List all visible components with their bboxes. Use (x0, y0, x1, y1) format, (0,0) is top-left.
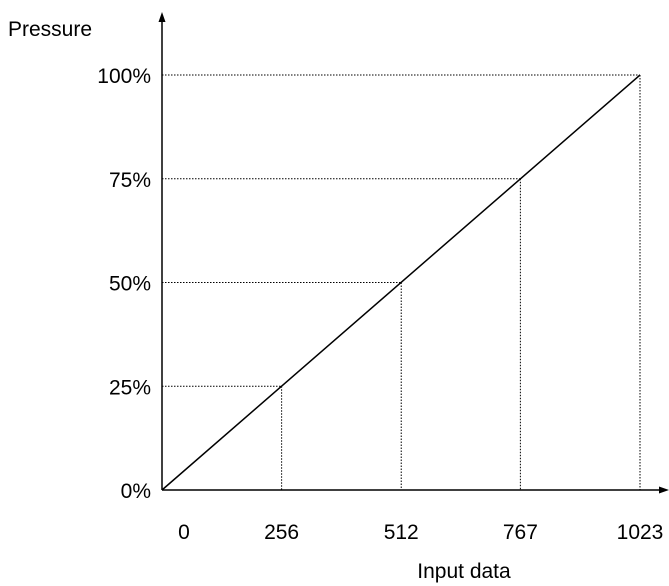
y-axis-label: Pressure (8, 18, 92, 41)
x-tick-label: 0 (178, 521, 190, 544)
series-line (161, 74, 641, 491)
guide-lines (162, 74, 641, 490)
tick-labels: 0 256 512 767 1023 0% 25% 50% 75% 100% (97, 65, 663, 544)
x-axis-label: Input data (417, 560, 511, 583)
y-tick-label: 50% (109, 273, 151, 296)
x-tick-label: 767 (503, 521, 538, 544)
series-group (161, 74, 641, 491)
y-tick-label: 0% (121, 480, 151, 503)
x-tick-label: 256 (264, 521, 299, 544)
y-tick-label: 100% (97, 65, 151, 88)
x-tick-label: 1023 (617, 521, 664, 544)
y-tick-label: 75% (109, 169, 151, 192)
x-tick-label: 512 (384, 521, 419, 544)
x-axis-arrow (659, 486, 669, 494)
axes (158, 12, 669, 494)
y-tick-label: 25% (109, 376, 151, 399)
y-axis-arrow (158, 12, 166, 22)
